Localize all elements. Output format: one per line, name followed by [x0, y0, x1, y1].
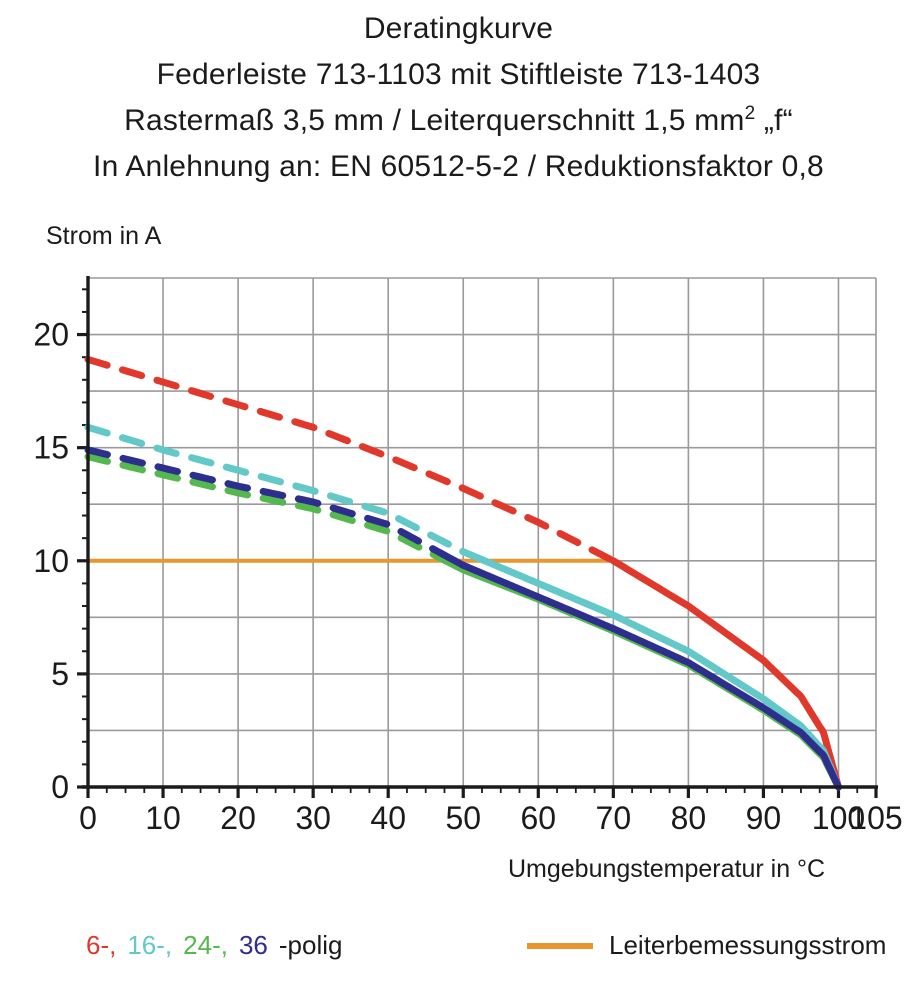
legend-label-polig-suffix: -polig	[278, 930, 343, 960]
chart-title-line-4: In Anlehnung an: EN 60512-5-2 / Reduktio…	[93, 150, 824, 183]
y-tick-label: 15	[33, 430, 69, 466]
legend-series-group: 6-, 16-, 24-, 36 -polig	[86, 930, 342, 961]
legend-label-6-polig: 6-,	[86, 930, 117, 960]
chart-title-block: Deratingkurve Federleiste 713-1103 mit S…	[0, 6, 917, 190]
x-tick-label: 60	[520, 800, 556, 836]
chart-title-line-3-tail: „f“	[755, 104, 793, 137]
y-tick-label: 0	[51, 769, 69, 805]
x-tick-label: 100	[812, 800, 865, 836]
x-tick-label: 50	[445, 800, 481, 836]
chart-title-line-1: Deratingkurve	[363, 12, 554, 45]
x-tick-label: 0	[79, 800, 97, 836]
legend-line-swatch-icon	[527, 942, 593, 949]
series-line-solid-16-polig	[474, 554, 842, 791]
x-tick-label: 105	[849, 800, 902, 836]
data-series-layer	[84, 355, 842, 791]
chart-title-line-2: Federleiste 713-1103 mit Stiftleiste 713…	[156, 58, 761, 91]
series-line-solid-6-polig	[609, 557, 842, 791]
x-tick-label: 70	[596, 800, 632, 836]
axis-ticks	[77, 288, 878, 798]
x-tick-label: 30	[295, 800, 331, 836]
chart-title-line-3-main: Rastermaß 3,5 mm / Leiterquerschnitt 1,5…	[124, 104, 745, 137]
y-tick-label: 5	[51, 656, 69, 692]
chart-title-line-3-superscript: 2	[744, 103, 756, 124]
series-line-dashed-36-polig	[84, 446, 445, 557]
legend-rated-current-group: Leiterbemessungsstrom	[527, 930, 886, 961]
legend-label-16-polig: 16-,	[127, 930, 173, 960]
x-tick-label: 20	[220, 800, 256, 836]
y-tick-label: 20	[33, 317, 69, 353]
x-tick-label: 90	[746, 800, 782, 836]
x-axis-title: Umgebungstemperatur in °C	[508, 855, 826, 883]
legend-label-24-polig: 24-,	[183, 930, 228, 960]
x-tick-label: 10	[145, 800, 181, 836]
chart-legend: 6-, 16-, 24-, 36 -polig Leiterbemessungsstro…	[0, 930, 917, 986]
series-line-dashed-16-polig	[84, 423, 482, 562]
series-line-dashed-24-polig	[84, 453, 445, 562]
series-line-solid-36-polig	[437, 549, 842, 791]
legend-label-36-polig: 36	[238, 930, 268, 960]
legend-rated-current-label: Leiterbemessungsstrom	[609, 930, 887, 960]
x-tick-label: 80	[671, 800, 707, 836]
y-axis-title: Strom in A	[46, 222, 162, 250]
y-tick-label: 10	[33, 543, 69, 579]
chart-title-line-3: Rastermaß 3,5 mm / Leiterquerschnitt 1,5…	[0, 98, 917, 144]
axis-lines	[82, 276, 878, 789]
series-line-dashed-6-polig	[84, 355, 617, 565]
x-tick-label: 40	[370, 800, 406, 836]
